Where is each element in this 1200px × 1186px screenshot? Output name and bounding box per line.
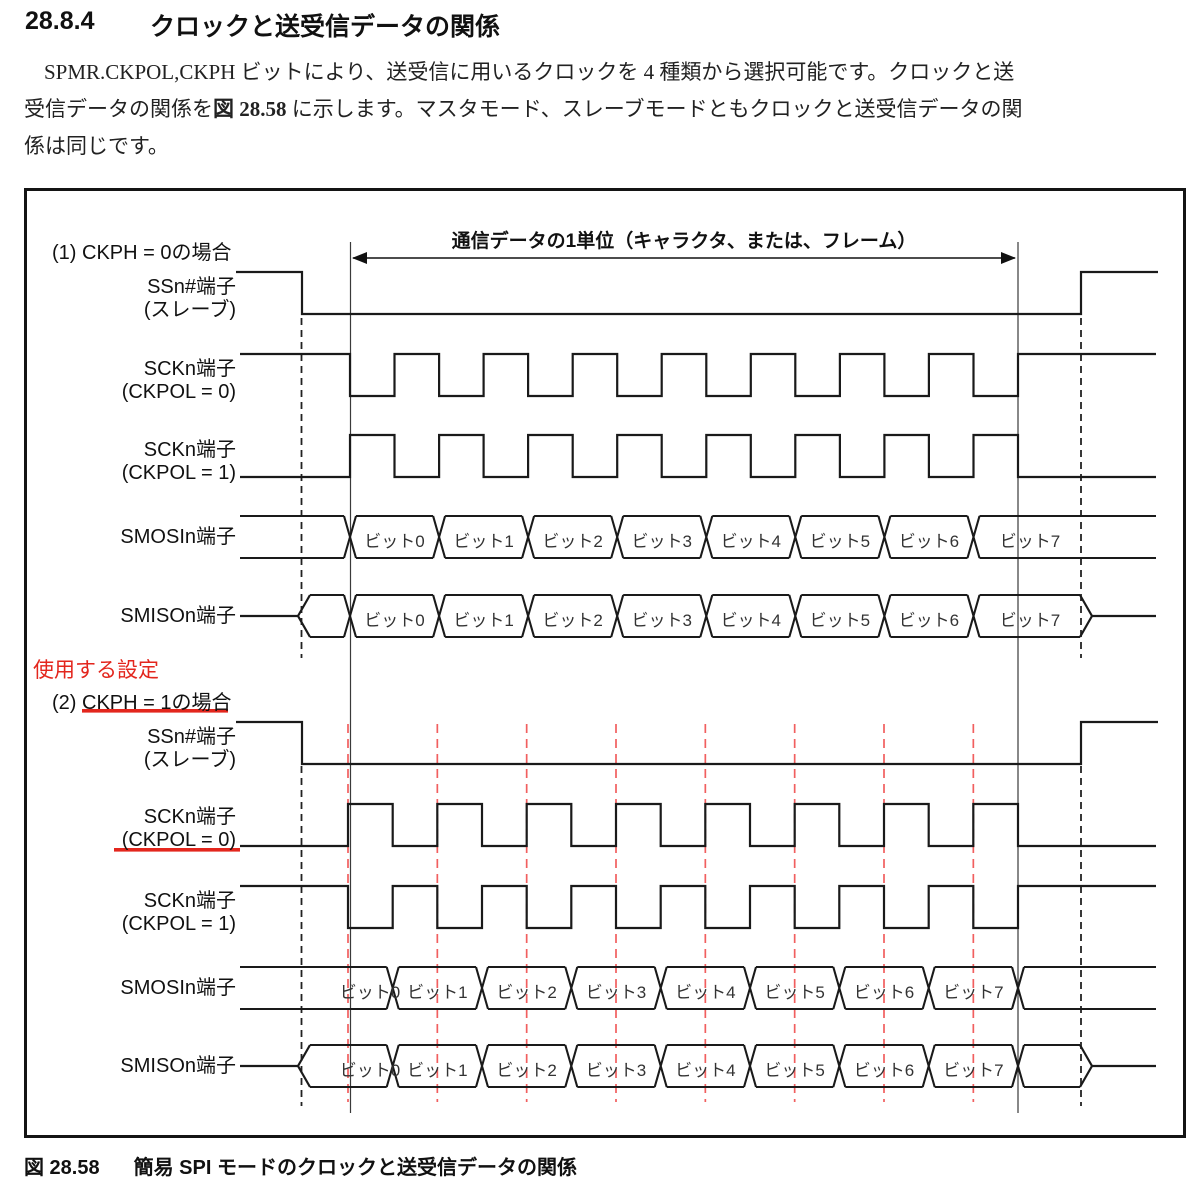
figure-frame bbox=[24, 188, 1186, 1138]
bit-label: ビット4 bbox=[675, 983, 736, 1002]
signal-label-smosi-s1: SMOSIn端子 bbox=[120, 526, 236, 548]
bit-label: ビット0 bbox=[364, 532, 425, 551]
signal-label-ssn-s2: SSn#端子 (スレーブ) bbox=[143, 726, 236, 771]
bit-label: ビット3 bbox=[631, 611, 692, 630]
bit-label: ビット2 bbox=[542, 532, 603, 551]
signal-label-sck-pol0-s1: SCKn端子 (CKPOL = 0) bbox=[121, 358, 236, 403]
body-text-line2: 受信データの関係を図 28.58 に示します。マスタモード、スレーブモードともク… bbox=[24, 97, 1023, 121]
bit-label: ビット5 bbox=[764, 983, 825, 1002]
body-text-line1: SPMR.CKPOL,CKPH ビットにより、送受信に用いるクロックを 4 種類… bbox=[44, 60, 1015, 84]
bit-label: ビット7 bbox=[999, 611, 1061, 630]
section-title: クロックと送受信データの関係 bbox=[150, 13, 501, 41]
signal-label-smiso-s2: SMISOn端子 bbox=[120, 1055, 236, 1077]
figure-caption: 図 28.58 簡易 SPI モードのクロックと送受信データの関係 bbox=[24, 1151, 577, 1180]
bit-label: ビット1 bbox=[407, 983, 468, 1002]
bit-label: ビット6 bbox=[898, 532, 960, 551]
bit-label: ビット4 bbox=[720, 611, 782, 630]
red-annotation: 使用する設定 bbox=[33, 659, 159, 682]
bit-label: ビット7 bbox=[943, 983, 1004, 1002]
bit-label: ビット3 bbox=[631, 532, 692, 551]
bit-label: ビット4 bbox=[720, 532, 782, 551]
bit-label: ビット5 bbox=[809, 532, 871, 551]
bit-label: ビット2 bbox=[496, 1061, 557, 1080]
bit-label: ビット3 bbox=[585, 1061, 647, 1080]
bit-label: ビット5 bbox=[809, 611, 871, 630]
bit-label: ビット1 bbox=[407, 1061, 468, 1080]
bit-label: ビット0 bbox=[364, 611, 425, 630]
bit-label: ビット6 bbox=[853, 1061, 915, 1080]
bit-label: ビット0 bbox=[339, 1061, 401, 1080]
section2-case-title: (2) CKPH = 1の場合 bbox=[52, 692, 232, 714]
signal-label-sck-pol1-s1: SCKn端子 (CKPOL = 1) bbox=[121, 439, 236, 484]
bit-label: ビット6 bbox=[853, 983, 915, 1002]
section-number: 28.8.4 bbox=[25, 7, 95, 35]
bit-label: ビット1 bbox=[453, 611, 514, 630]
figure-caption-title: 簡易 SPI モードのクロックと送受信データの関係 bbox=[133, 1157, 577, 1179]
signal-label-smiso-s1: SMISOn端子 bbox=[120, 605, 236, 627]
signal-label-sck-pol1-s2: SCKn端子 (CKPOL = 1) bbox=[121, 890, 236, 935]
signal-label-smosi-s2: SMOSIn端子 bbox=[120, 977, 236, 999]
bit-label: ビット1 bbox=[453, 532, 514, 551]
figure-ref-bold: 図 28.58 bbox=[213, 97, 287, 121]
bit-label: ビット2 bbox=[542, 611, 603, 630]
frame-unit-label: 通信データの1単位（キャラクタ、または、フレーム） bbox=[451, 231, 917, 252]
bit-label: ビット6 bbox=[898, 611, 960, 630]
bit-label: ビット3 bbox=[585, 983, 647, 1002]
bit-label: ビット2 bbox=[496, 983, 557, 1002]
signal-label-sck-pol0-s2: SCKn端子 (CKPOL = 0) bbox=[121, 806, 236, 851]
section1-case-title: (1) CKPH = 0の場合 bbox=[52, 242, 232, 264]
figure-caption-number: 図 28.58 bbox=[24, 1157, 100, 1179]
body-text-line3: 係は同じです。 bbox=[24, 134, 169, 158]
bit-label: ビット5 bbox=[764, 1061, 825, 1080]
signal-label-ssn-s1: SSn#端子 (スレーブ) bbox=[143, 276, 236, 321]
bit-label: ビット7 bbox=[999, 532, 1061, 551]
bit-label: ビット7 bbox=[943, 1061, 1004, 1080]
bit-label: ビット4 bbox=[675, 1061, 736, 1080]
bit-label: ビット0 bbox=[339, 983, 401, 1002]
